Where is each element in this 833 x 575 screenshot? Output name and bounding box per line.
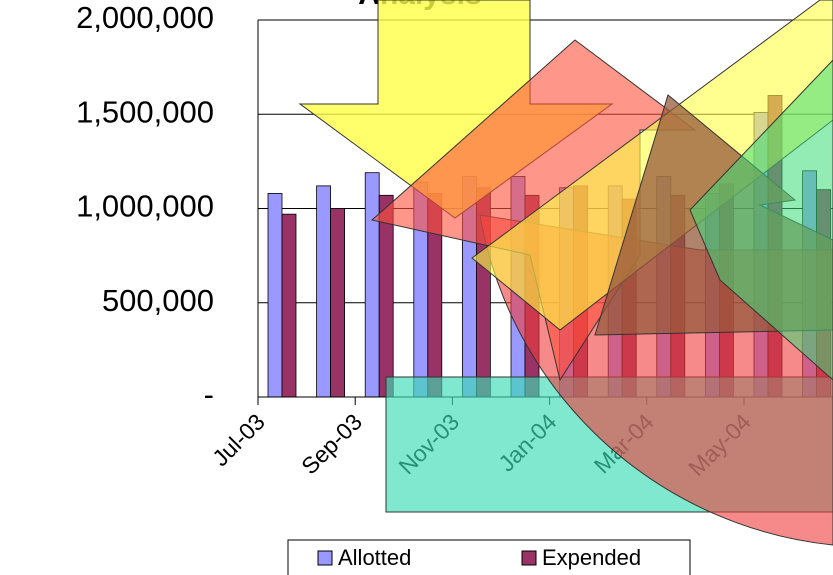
- x-tick-label: Sep-03: [296, 408, 367, 479]
- legend-box: [287, 539, 691, 575]
- bar: [378, 194, 394, 398]
- legend-label: Expended: [542, 545, 641, 570]
- y-tick-label: -: [204, 377, 214, 412]
- bar: [330, 208, 346, 398]
- y-tick-label: 1,500,000: [76, 94, 214, 129]
- y-tick-label: 1,000,000: [76, 189, 214, 224]
- y-tick-label: 2,000,000: [76, 0, 214, 35]
- legend-swatch: [521, 550, 537, 566]
- x-tick-label: Jul-03: [207, 408, 270, 471]
- legend-label: Allotted: [338, 545, 411, 570]
- bar: [267, 193, 283, 398]
- y-tick-label: 500,000: [102, 283, 214, 318]
- bar: [281, 213, 297, 398]
- bar: [316, 185, 332, 398]
- decorative-shapes: [298, 0, 833, 546]
- legend-swatch: [317, 550, 333, 566]
- green-arrow: [689, 59, 833, 381]
- bar: [364, 172, 380, 398]
